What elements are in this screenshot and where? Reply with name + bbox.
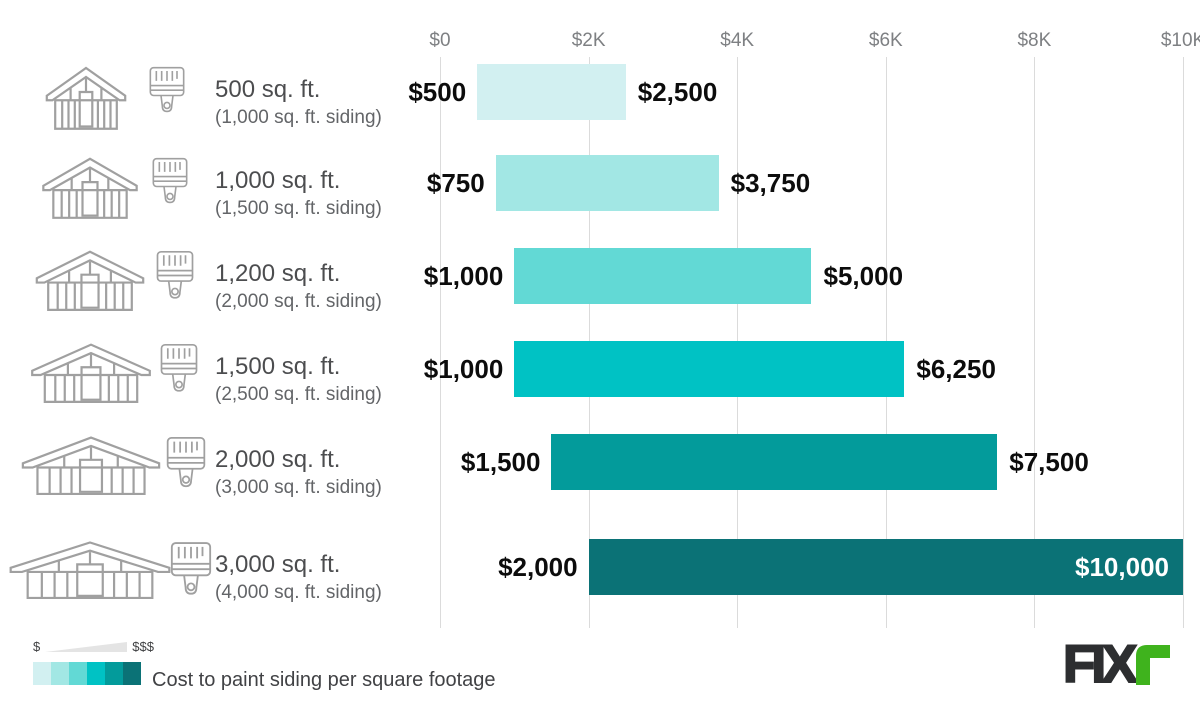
legend-swatch xyxy=(69,662,87,685)
cost-range-bar xyxy=(588,539,1183,595)
paintbrush-icon xyxy=(147,65,187,122)
row-label-block: 1,000 sq. ft. (1,500 sq. ft. siding) xyxy=(215,166,382,222)
row-label-block: 500 sq. ft. (1,000 sq. ft. siding) xyxy=(215,75,382,131)
legend-swatch xyxy=(51,662,69,685)
legend-scale: $ $$$ xyxy=(33,638,154,654)
legend-wedge-icon xyxy=(45,642,128,652)
fixr-logo: FIX xyxy=(1062,635,1171,694)
paintbrush-icon xyxy=(164,435,208,498)
row-sublabel: (2,500 sq. ft. siding) xyxy=(215,384,382,405)
row-label-block: 2,000 sq. ft. (3,000 sq. ft. siding) xyxy=(215,445,382,501)
paintbrush-icon xyxy=(150,156,190,213)
row-label: 2,000 sq. ft. xyxy=(215,446,341,473)
row-label: 500 sq. ft. xyxy=(215,76,321,103)
cost-range-bar xyxy=(514,341,905,397)
row-sublabel: (1,500 sq. ft. siding) xyxy=(215,198,382,219)
x-axis-tick-label: $10K xyxy=(1160,30,1200,51)
bar-max-value-label: $7,500 xyxy=(1009,447,1089,477)
house-siding-icon xyxy=(44,62,128,131)
legend-swatch xyxy=(105,662,123,685)
x-gridline xyxy=(1183,57,1184,628)
x-axis-tick-label: $6K xyxy=(868,30,903,51)
row-label: 1,200 sq. ft. xyxy=(215,260,341,287)
bar-min-value-label: $2,000 xyxy=(498,552,578,582)
house-siding-icon xyxy=(18,432,164,496)
row-label: 3,000 sq. ft. xyxy=(215,551,341,578)
house-siding-icon xyxy=(33,246,147,312)
bar-min-value-label: $1,500 xyxy=(460,447,541,477)
legend-swatches xyxy=(33,662,154,685)
paintbrush-icon xyxy=(154,249,196,309)
row-sublabel: (2,000 sq. ft. siding) xyxy=(215,291,382,312)
legend-low-label: $ xyxy=(33,639,41,654)
bar-max-value-label: $10,000 xyxy=(1075,552,1169,582)
x-gridline xyxy=(1034,57,1036,628)
cost-range-bar xyxy=(477,64,626,120)
bar-max-value-label: $3,750 xyxy=(730,168,811,198)
legend-swatch xyxy=(123,662,141,685)
row-label-block: 3,000 sq. ft. (4,000 sq. ft. siding) xyxy=(215,550,382,606)
bar-min-value-label: $1,000 xyxy=(423,261,504,291)
bar-max-value-label: $6,250 xyxy=(916,354,996,384)
bar-max-value-label: $2,500 xyxy=(637,77,718,107)
legend-caption: Cost to paint siding per square footage xyxy=(152,669,496,691)
row-label-block: 1,500 sq. ft. (2,500 sq. ft. siding) xyxy=(215,352,382,408)
bar-min-value-label: $1,000 xyxy=(423,354,504,384)
fixr-logo-text: FIX xyxy=(1062,635,1138,694)
legend: $ $$$ Cost to paint siding per square fo… xyxy=(33,638,496,691)
legend-high-label: $$$ xyxy=(132,639,154,654)
cost-range-bar xyxy=(551,434,998,490)
row-sublabel: (1,000 sq. ft. siding) xyxy=(215,107,382,128)
legend-swatch xyxy=(33,662,51,685)
x-axis-tick-label: $4K xyxy=(720,30,755,51)
row-label: 1,000 sq. ft. xyxy=(215,167,341,194)
bar-min-value-label: $500 xyxy=(408,77,467,107)
x-axis-tick-label: $0 xyxy=(429,30,451,51)
row-sublabel: (4,000 sq. ft. siding) xyxy=(215,582,382,603)
bar-min-value-label: $750 xyxy=(426,168,485,198)
x-gridline xyxy=(440,57,441,628)
cost-range-bar xyxy=(495,155,719,211)
x-axis-tick-label: $8K xyxy=(1017,30,1052,51)
fixr-logo-r-icon xyxy=(1136,645,1171,685)
x-axis-tick-label: $2K xyxy=(571,30,606,51)
row-sublabel: (3,000 sq. ft. siding) xyxy=(215,477,382,498)
house-siding-icon xyxy=(40,153,140,220)
house-siding-icon xyxy=(28,339,154,404)
row-label-block: 1,200 sq. ft. (2,000 sq. ft. siding) xyxy=(215,259,382,315)
house-siding-icon xyxy=(5,537,175,600)
cost-range-bar xyxy=(514,248,812,304)
paintbrush-icon xyxy=(168,540,214,606)
bar-max-value-label: $5,000 xyxy=(823,261,904,291)
paintbrush-icon xyxy=(158,342,200,402)
legend-swatch xyxy=(87,662,105,685)
row-label: 1,500 sq. ft. xyxy=(215,353,341,380)
